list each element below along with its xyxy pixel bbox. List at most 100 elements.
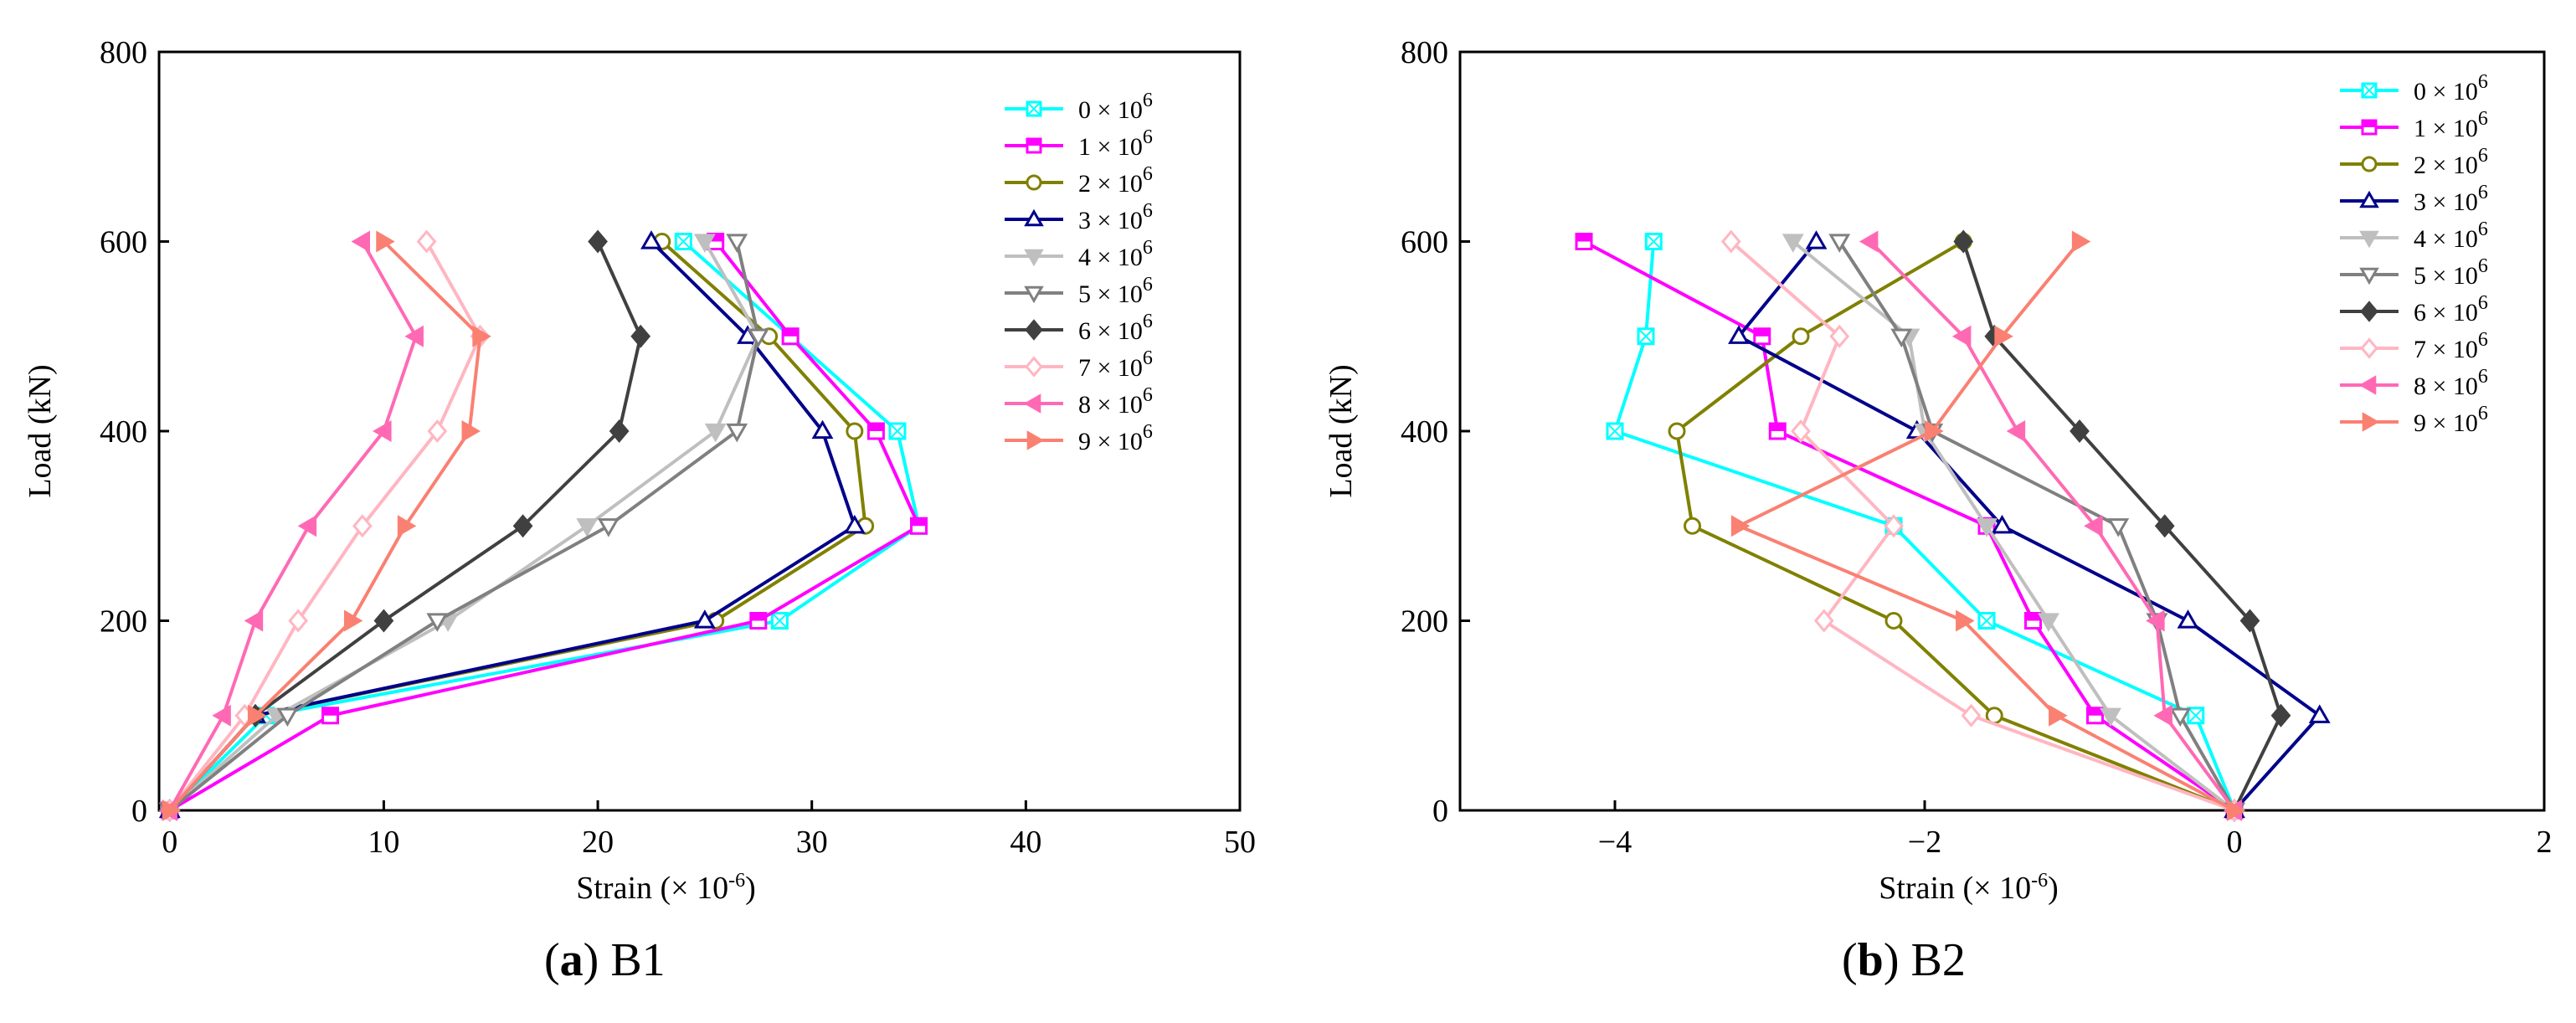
data-point-half [911,518,927,527]
series-line [1613,241,2236,811]
data-point [351,230,371,253]
legend-label: 0 × 106 [2414,71,2488,105]
data-point [2154,514,2175,538]
data-point [352,514,373,538]
legend-label: 9 × 106 [1078,421,1153,455]
data-point-cross [1978,612,1995,630]
legend-marker [2359,267,2379,285]
panel-b-caption: (b) B2 [1842,934,1966,986]
data-point [1956,609,1975,632]
data-point [1890,328,1913,348]
series-line [168,240,418,811]
series-9 [1859,230,2243,821]
data-point [247,704,267,727]
data-point [2049,704,2068,727]
data-point-half [1576,234,1591,242]
y-tick-label: 200 [1401,604,1448,640]
data-point-cross [675,233,692,250]
data-point [2226,799,2246,821]
y-tick-label: 400 [100,414,147,450]
data-point [1730,515,1751,537]
data-point [1976,518,1998,537]
x-tick-label: 2 [2537,825,2553,860]
data-point [373,420,392,442]
data-point [461,420,481,442]
data-point [609,419,630,444]
data-point [2146,609,2165,632]
data-point [416,229,437,254]
y-tick-label: 0 [1432,794,1448,829]
data-point-cross [1638,328,1654,345]
legend-label: 7 × 106 [1078,347,1153,382]
data-point [162,799,182,821]
legend-marker [1026,174,1042,191]
legend-marker [1025,319,1043,341]
data-point [2153,704,2172,727]
series-4 [1728,230,2331,819]
data-point [2084,515,2103,537]
data-point [376,230,395,253]
legend-marker [1024,285,1044,304]
y-axis-label: Load (kN) [1324,364,1359,497]
data-point [426,613,449,632]
data-point-cross [1607,423,1623,440]
x-tick-label: 40 [1010,825,1041,860]
data-point [397,515,417,537]
series-line [168,240,921,812]
series-10 [1730,230,2246,821]
data-point [297,515,317,537]
data-point [2169,707,2192,727]
legend-label: 8 × 106 [1078,384,1153,419]
x-tick-label: 20 [582,825,614,860]
data-point [2107,518,2130,537]
data-point [512,514,533,538]
legend-marker [2358,375,2377,395]
data-point [1953,229,1974,254]
series-1 [1606,233,2244,820]
legend-label: 2 × 106 [1078,163,1153,198]
data-point-half [322,707,338,716]
x-axis-label: Strain (× 10-6) [576,870,756,906]
data-point [1991,514,2013,534]
legend-marker [1024,249,1044,267]
data-point [1684,517,1701,535]
data-point [693,234,716,253]
data-point [811,419,834,440]
legend-marker-half [2363,121,2376,127]
data-point-half [1754,328,1770,337]
data-point [244,609,264,632]
data-point [726,423,748,443]
legend-label: 8 × 106 [2414,366,2488,400]
chart-panel-1: 0 10 20 30 40 50 0 200 400 600 800 Strain (× 10-6) L… [23,35,1256,906]
data-point [1925,420,1944,442]
data-point [726,234,748,253]
data-point [1805,230,1828,249]
legend-marker [1026,430,1045,450]
data-point [1884,612,1903,630]
data-point [640,230,662,249]
data-point-half [868,424,884,431]
data-point [576,518,599,537]
legend-marker [2360,337,2378,359]
series-4 [158,230,866,819]
data-point [2308,704,2331,723]
series-line [1737,240,2321,812]
data-point [2239,609,2260,633]
data-point-half [2087,707,2103,716]
data-point [212,704,231,727]
legend-label: 6 × 106 [1078,311,1153,345]
legend-label: 7 × 106 [2414,329,2488,363]
data-point [1792,327,1810,346]
legend-marker [2361,156,2378,172]
legend-label: 3 × 106 [1078,200,1153,234]
chart-panel-2: −4 −2 0 2 0 200 400 600 800 Strain (× 10-6) Load (… [1324,35,2553,906]
y-tick-label: 400 [1401,414,1448,450]
data-point [276,707,299,727]
x-tick-label: 0 [162,825,177,860]
data-point [2038,613,2059,632]
data-point-cross [2188,707,2204,724]
data-point [288,609,309,633]
data-point [2177,609,2199,629]
legend-marker [2359,230,2379,249]
